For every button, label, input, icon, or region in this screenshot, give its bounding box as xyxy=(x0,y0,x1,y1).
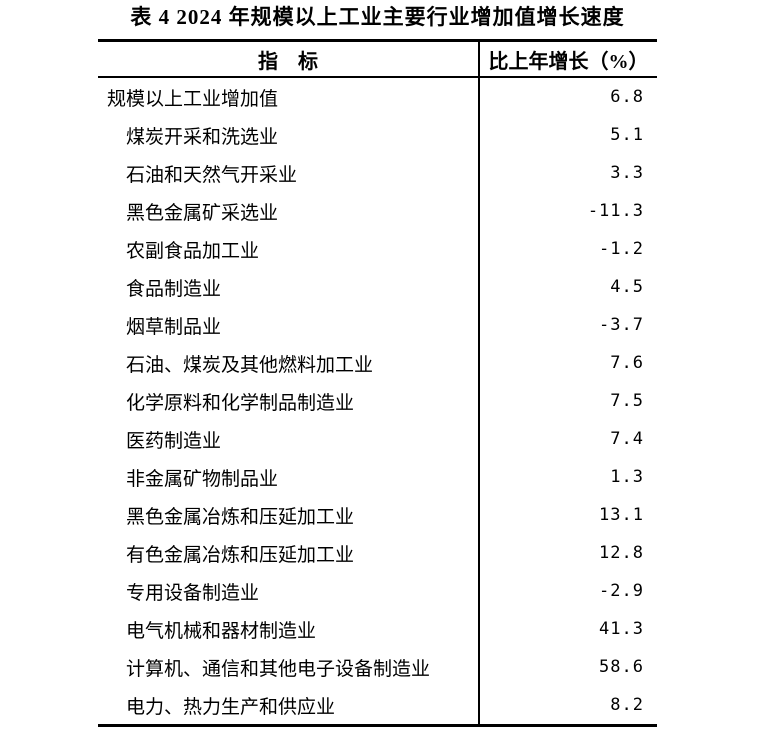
row-label: 黑色金属矿采选业 xyxy=(126,202,279,224)
table-row: 烟草制品业 -3.7 xyxy=(98,306,657,344)
table-row: 黑色金属矿采选业 -11.3 xyxy=(98,192,657,230)
table-row: 石油和天然气开采业 3.3 xyxy=(98,154,657,192)
table-row: 计算机、通信和其他电子设备制造业 58.6 xyxy=(98,648,657,686)
row-label: 烟草制品业 xyxy=(126,316,222,338)
row-value: -2.9 xyxy=(478,572,657,610)
row-value: 41.3 xyxy=(478,610,657,648)
row-label: 农副食品加工业 xyxy=(126,240,260,262)
table-row: 专用设备制造业 -2.9 xyxy=(98,572,657,610)
table-row: 医药制造业 7.4 xyxy=(98,420,657,458)
row-label: 石油和天然气开采业 xyxy=(126,164,298,186)
statistics-table: 指 标 比上年增长（%） 规模以上工业增加值 6.8 煤炭开采和洗选业 5.1 … xyxy=(98,39,657,727)
row-label: 有色金属冶炼和压延加工业 xyxy=(126,544,355,566)
table-row: 食品制造业 4.5 xyxy=(98,268,657,306)
row-label: 专用设备制造业 xyxy=(126,582,260,604)
table-row: 规模以上工业增加值 6.8 xyxy=(98,78,657,116)
row-value: 12.8 xyxy=(478,534,657,572)
row-value: -1.2 xyxy=(478,230,657,268)
row-value: 5.1 xyxy=(478,116,657,154)
row-value: 7.6 xyxy=(478,344,657,382)
row-value: 8.2 xyxy=(478,686,657,724)
table-row: 电力、热力生产和供应业 8.2 xyxy=(98,686,657,724)
column-header-indicator: 指 标 xyxy=(258,50,318,73)
row-label: 煤炭开采和洗选业 xyxy=(126,126,279,148)
row-label: 石油、煤炭及其他燃料加工业 xyxy=(126,354,374,376)
row-label: 食品制造业 xyxy=(126,278,222,300)
row-label: 非金属矿物制品业 xyxy=(126,468,279,490)
row-label: 电气机械和器材制造业 xyxy=(126,620,317,642)
row-value: 7.4 xyxy=(478,420,657,458)
row-value: 4.5 xyxy=(478,268,657,306)
row-label: 规模以上工业增加值 xyxy=(107,88,279,110)
table-row: 石油、煤炭及其他燃料加工业 7.6 xyxy=(98,344,657,382)
row-value: 3.3 xyxy=(478,154,657,192)
row-label: 黑色金属冶炼和压延加工业 xyxy=(126,506,355,528)
row-value: 7.5 xyxy=(478,382,657,420)
row-label: 电力、热力生产和供应业 xyxy=(126,696,336,718)
row-label: 计算机、通信和其他电子设备制造业 xyxy=(126,658,431,680)
table-row: 非金属矿物制品业 1.3 xyxy=(98,458,657,496)
row-value: 6.8 xyxy=(478,78,657,116)
table-row: 有色金属冶炼和压延加工业 12.8 xyxy=(98,534,657,572)
row-value: 13.1 xyxy=(478,496,657,534)
row-value: -3.7 xyxy=(478,306,657,344)
row-value: 1.3 xyxy=(478,458,657,496)
table-row: 煤炭开采和洗选业 5.1 xyxy=(98,116,657,154)
row-label: 化学原料和化学制品制造业 xyxy=(126,392,355,414)
table-row: 农副食品加工业 -1.2 xyxy=(98,230,657,268)
table-row: 黑色金属冶炼和压延加工业 13.1 xyxy=(98,496,657,534)
row-value: -11.3 xyxy=(478,192,657,230)
column-header-growth: 比上年增长（%） xyxy=(478,42,657,76)
table-row: 电气机械和器材制造业 41.3 xyxy=(98,610,657,648)
table-title: 表 4 2024 年规模以上工业主要行业增加值增长速度 xyxy=(130,5,625,29)
table-header-row: 指 标 比上年增长（%） xyxy=(98,42,657,78)
row-value: 58.6 xyxy=(478,648,657,686)
row-label: 医药制造业 xyxy=(126,430,222,452)
table-row: 化学原料和化学制品制造业 7.5 xyxy=(98,382,657,420)
